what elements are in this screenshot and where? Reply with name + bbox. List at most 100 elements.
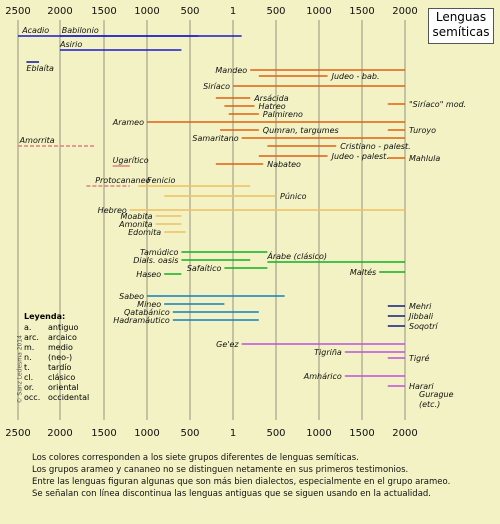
bar-label: Nabateo — [267, 160, 301, 169]
bar-label: Dials. oasis — [133, 256, 178, 265]
legend-key: a. — [24, 323, 32, 332]
footer-line: Entre las lenguas figuran algunas que so… — [32, 477, 451, 487]
bar-label: Mehri — [409, 302, 432, 311]
bar-label: Arameo — [112, 118, 144, 127]
axis-tick-label-bottom: 500 — [180, 428, 199, 439]
legend: Leyenda: a. antiguo arc. arcaico m. medio n… — [24, 312, 89, 403]
bar-label: Ugarítico — [113, 156, 149, 165]
legend-key: m. — [24, 343, 35, 352]
bar-label: Haseo — [136, 270, 161, 279]
bar-label: Tamúdico — [140, 248, 179, 257]
axis-tick-label-bottom: 1500 — [91, 428, 116, 439]
legend-value: clásico — [48, 373, 76, 382]
bar-label: Gurague — [419, 390, 454, 399]
bar-label: Amhárico — [303, 372, 342, 381]
title-line-1: Lenguas — [435, 10, 487, 24]
bar-label: Palmireno — [263, 110, 303, 119]
bar-label: Fenicio — [147, 176, 175, 185]
legend-value: arcaico — [48, 333, 77, 342]
bar-label: Qumran, targumes — [263, 126, 339, 135]
legend-row: t. tardío — [24, 363, 89, 373]
bar-label: Protocananeo — [95, 176, 150, 185]
legend-key: t. — [24, 363, 30, 372]
bar-label: Tigriña — [314, 348, 342, 357]
bar-label: Maltés — [350, 267, 376, 277]
bar-label: Moabita — [121, 212, 153, 221]
axis-tick-label-bottom: 500 — [266, 428, 285, 439]
legend-row: or. oriental — [24, 383, 89, 393]
bar-label: Amorrita — [19, 136, 55, 145]
bar-label: Sabeo — [119, 292, 144, 301]
axis-tick-label-top: 1 — [230, 6, 236, 17]
bar-label: Mahlula — [409, 154, 440, 163]
bar-label: Asirio — [59, 40, 82, 49]
bar-label: Ge'ez — [216, 340, 239, 349]
axis-tick-label-bottom: 1000 — [306, 428, 331, 439]
legend-key: n. — [24, 353, 32, 362]
legend-row: a. antiguo — [24, 323, 89, 333]
axis-tick-label-bottom: 1500 — [349, 428, 374, 439]
axis-tick-label-top: 1500 — [349, 6, 374, 17]
bar-label: Mandeo — [215, 66, 247, 75]
legend-row: n. (neo-) — [24, 353, 89, 363]
legend-key: occ. — [24, 393, 41, 402]
axis-tick-label-bottom: 2500 — [5, 428, 30, 439]
axis-tick-label-top: 2000 — [392, 6, 417, 17]
legend-key: or. — [24, 383, 34, 392]
legend-heading: Leyenda: — [24, 312, 66, 321]
bar-label: Acadio — [21, 26, 49, 35]
legend-row: m. medio — [24, 343, 89, 353]
axis-tick-label-top: 500 — [180, 6, 199, 17]
axis-tick-label-bottom: 1000 — [134, 428, 159, 439]
bar-label: Judeo - bab. — [330, 72, 380, 81]
bar-label: Jibbali — [407, 312, 434, 321]
legend-value: tardío — [48, 363, 72, 372]
footer-notes: Los colores corresponden a los siete gru… — [32, 452, 492, 500]
axis-tick-label-top: 2500 — [5, 6, 30, 17]
legend-row: arc. arcaico — [24, 333, 89, 343]
legend-value: oriental — [48, 383, 79, 392]
bar-label: Eblaíta — [26, 64, 54, 73]
footer-line: Los colores corresponden a los siete gru… — [32, 453, 359, 463]
bar-label: Qatabánico — [124, 308, 170, 317]
bar-label: Púnico — [280, 192, 307, 201]
legend-value: (neo-) — [48, 353, 73, 362]
axis-tick-label-top: 1500 — [91, 6, 116, 17]
axis-tick-label-top: 2000 — [47, 6, 72, 17]
footer-line: Los grupos arameo y cananeo no se distin… — [32, 465, 409, 475]
bar-label: Siríaco — [203, 82, 230, 91]
footer-line: Se señalan con línea discontinua las len… — [32, 489, 431, 499]
legend-value: occidental — [48, 393, 90, 402]
legend-row: cl. clásico — [24, 373, 89, 383]
figure-title: Lenguas semíticas — [428, 8, 494, 44]
bar-label: Judeo - palest. — [330, 152, 389, 161]
legend-key: cl. — [24, 373, 34, 382]
legend-key: arc. — [24, 333, 39, 342]
bar-label: Árabe (clásico) — [266, 250, 327, 261]
legend-value: medio — [48, 343, 73, 352]
bar-label: (etc.) — [419, 400, 440, 409]
bar-label: Mineo — [137, 300, 161, 309]
axis-tick-label-top: 1000 — [134, 6, 159, 17]
title-line-2: semíticas — [432, 25, 490, 39]
legend-row: occ. occidental — [24, 393, 89, 403]
bar-label: Safaítico — [187, 264, 222, 273]
bar-label: Samaritano — [192, 134, 238, 143]
copyright-note: © Sanz Ledesma 2014 — [16, 334, 24, 404]
bar-label: Hatreo — [259, 102, 286, 111]
bar-label: Hadramáutico — [113, 316, 170, 325]
axis-tick-label-bottom: 2000 — [47, 428, 72, 439]
axis-tick-label-top: 1000 — [306, 6, 331, 17]
bar-label: Turoyo — [409, 126, 436, 135]
bar-label: Soqotrí — [409, 322, 439, 331]
bar-label: Tigré — [409, 353, 429, 363]
bar-label: Arsácida — [253, 94, 289, 103]
axis-tick-label-bottom: 2000 — [392, 428, 417, 439]
bar-label: Hebreo — [98, 206, 127, 215]
bar-label: Harari — [409, 382, 434, 391]
bar-label: Cristiano - palest. — [340, 142, 410, 151]
axis-tick-label-top: 500 — [266, 6, 285, 17]
bar-label: "Siríaco" mod. — [409, 100, 466, 109]
axis-tick-label-bottom: 1 — [230, 428, 236, 439]
